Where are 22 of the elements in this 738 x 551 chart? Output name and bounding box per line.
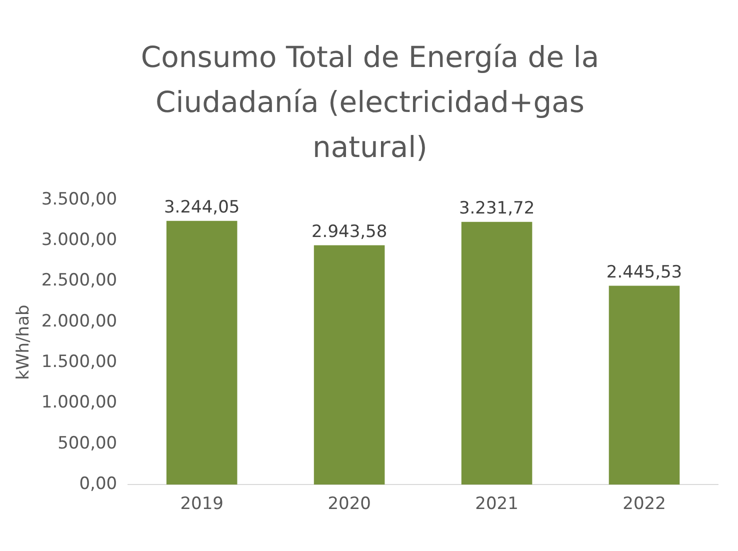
data-label: 2.943,58: [311, 222, 388, 242]
y-tick-label: 500,00: [58, 433, 118, 454]
data-label: 3.231,72: [458, 198, 535, 219]
bar: [461, 222, 532, 485]
data-label: 3.244,05: [164, 198, 240, 218]
y-tick-label: 2.000,00: [41, 311, 118, 332]
x-tick-label: 2022: [622, 494, 666, 514]
y-tick-label: 2.500,00: [41, 270, 118, 291]
chart-title: Consumo Total de Energía de la Ciudadanía (electricidad+gas natural): [140, 39, 600, 166]
bar: [314, 245, 385, 485]
bar: [608, 286, 680, 485]
y-tick-label: 0,00: [79, 474, 118, 494]
bar: [166, 220, 238, 485]
x-tick-label: 2020: [328, 494, 371, 514]
y-tick-label: 1.500,00: [41, 352, 118, 372]
y-tick-label: 3.500,00: [41, 189, 118, 210]
x-tick-label: 2021: [475, 494, 518, 514]
x-tick-label: 2019: [180, 494, 224, 514]
y-tick-label: 3.000,00: [41, 230, 118, 250]
y-axis-title: kWh/hab: [14, 304, 34, 380]
data-label: 2.445,53: [606, 262, 682, 283]
y-tick-label: 1.000,00: [41, 392, 118, 413]
